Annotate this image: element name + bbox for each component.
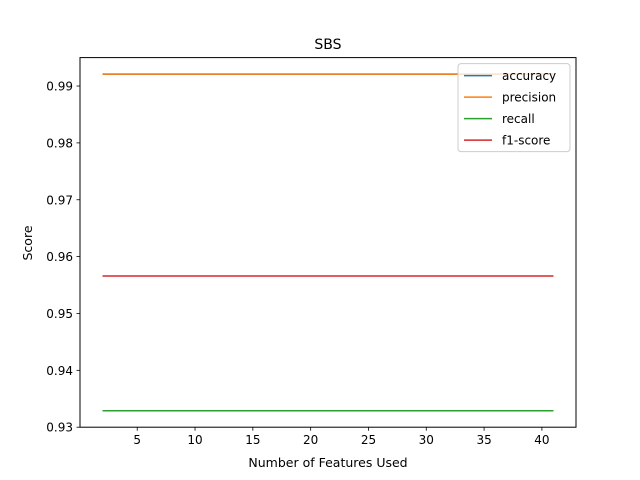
- x-tick-label: 20: [303, 433, 318, 447]
- x-tick-label: 15: [245, 433, 260, 447]
- chart-title: SBS: [314, 37, 341, 53]
- x-tick-label: 5: [133, 433, 141, 447]
- x-tick-label: 25: [361, 433, 376, 447]
- x-tick-label: 10: [187, 433, 202, 447]
- legend-label-recall: recall: [502, 112, 535, 126]
- x-tick-label: 40: [534, 433, 549, 447]
- x-axis: 5 10 15 20 25 30 35 40: [133, 427, 550, 447]
- y-tick-label: 0.95: [46, 307, 73, 321]
- y-axis: 0.93 0.94 0.95 0.96 0.97 0.98 0.99: [46, 80, 80, 435]
- x-tick-label: 35: [476, 433, 491, 447]
- y-tick-label: 0.94: [46, 364, 73, 378]
- y-tick-label: 0.93: [46, 421, 73, 435]
- y-axis-label: Score: [20, 225, 35, 260]
- plot-frame: [79, 57, 577, 428]
- y-tick-label: 0.96: [46, 250, 73, 264]
- legend-label-accuracy: accuracy: [502, 69, 556, 83]
- legend-box: [457, 63, 571, 153]
- x-axis-label: Number of Features Used: [248, 455, 407, 470]
- y-tick-label: 0.97: [46, 193, 73, 207]
- legend-label-precision: precision: [502, 91, 556, 105]
- x-tick-label: 30: [419, 433, 434, 447]
- legend: accuracy precision recall f1-score: [457, 63, 571, 153]
- legend-label-f1-score: f1-score: [502, 134, 550, 148]
- y-tick-label: 0.98: [46, 136, 73, 150]
- y-tick-label: 0.99: [46, 80, 73, 94]
